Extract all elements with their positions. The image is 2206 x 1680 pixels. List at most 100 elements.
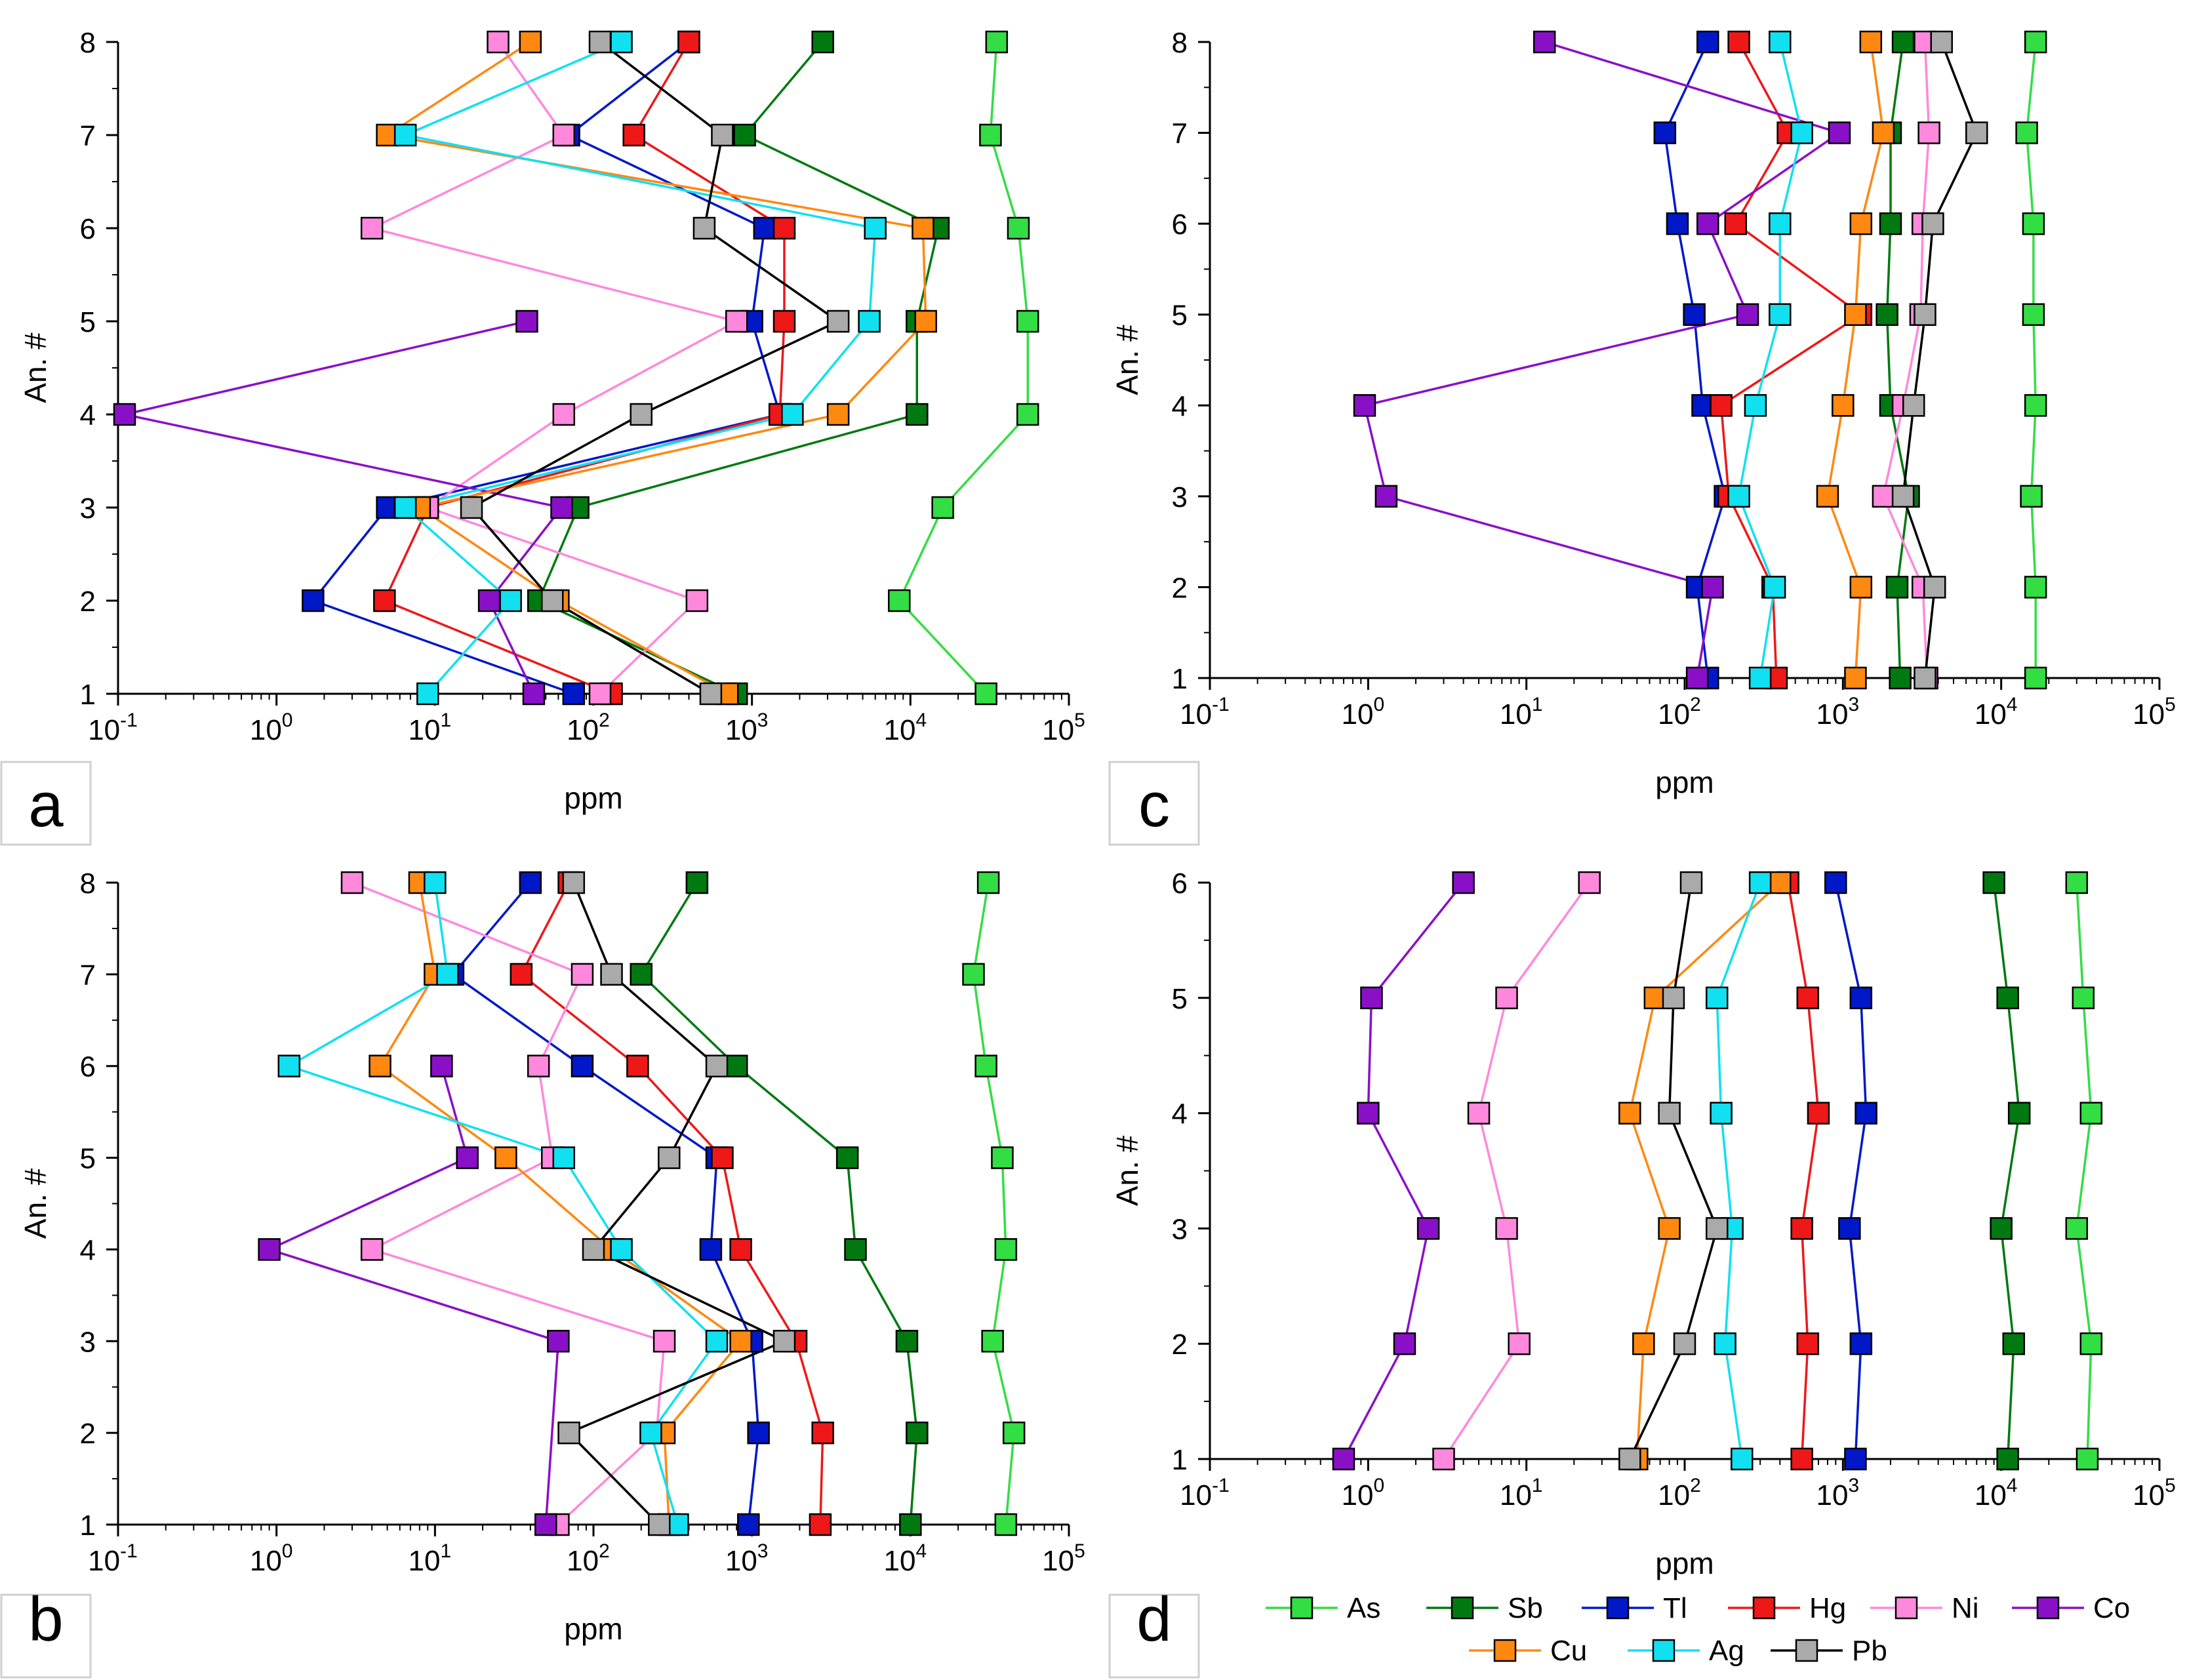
marker-co	[1360, 986, 1383, 1010]
marker-as	[2072, 986, 2095, 1010]
marker-as	[981, 1330, 1004, 1353]
y-axis-label: An. #	[1110, 1135, 1144, 1206]
series-line-cu	[378, 882, 742, 1525]
marker-tl	[1653, 121, 1677, 144]
legend-item-sb: Sb	[1426, 1592, 1543, 1624]
marker-hg	[1796, 1332, 1820, 1355]
series-line-ni	[1882, 41, 1931, 679]
marker-pb	[692, 216, 716, 240]
marker-pb	[562, 871, 586, 894]
marker-ag	[666, 1513, 689, 1536]
legend-label: Sb	[1508, 1592, 1543, 1624]
marker-sb	[1982, 871, 2005, 894]
x-tick-base: 10	[725, 1545, 757, 1577]
legend-item-cu: Cu	[1469, 1635, 1587, 1667]
y-tick-label: 8	[80, 27, 96, 59]
marker-as	[974, 1054, 997, 1077]
x-tick-label: 10-1	[1180, 694, 1230, 730]
x-tick-base: 10	[884, 1545, 916, 1577]
marker-as	[994, 1513, 1018, 1536]
marker-co	[1332, 1447, 1355, 1471]
x-tick-base: 10	[1816, 698, 1849, 730]
marker-ni	[360, 216, 384, 240]
marker-ag	[858, 310, 881, 333]
panel-label: c	[1138, 770, 1170, 840]
marker-hg	[809, 1513, 832, 1536]
x-tick-base: 10	[1975, 698, 2007, 730]
y-tick-label: 1	[1172, 1444, 1188, 1476]
x-tick-label: 102	[567, 1540, 610, 1577]
marker-co	[1374, 485, 1398, 508]
marker-pb	[1891, 485, 1915, 508]
x-tick-exponent: 5	[2165, 1475, 2176, 1496]
marker-co	[1736, 303, 1759, 326]
marker-sb	[1879, 212, 1902, 235]
series-line-as	[2076, 882, 2093, 1460]
marker-ni	[552, 403, 576, 426]
marker-pb	[1965, 121, 1988, 144]
x-tick-base: 10	[88, 1545, 120, 1577]
y-tick-label: 1	[80, 679, 96, 711]
marker-ni	[1508, 1332, 1531, 1355]
y-tick-label: 5	[80, 1143, 96, 1175]
marker-pb	[1662, 986, 1685, 1010]
marker-ag	[393, 496, 417, 519]
marker-ni	[527, 1054, 550, 1077]
marker-cu	[729, 1330, 752, 1353]
x-tick-exponent: 3	[757, 1540, 769, 1562]
marker-ni	[360, 1238, 384, 1261]
marker-co	[1828, 121, 1851, 144]
marker-co	[1696, 212, 1719, 235]
marker-pb	[1930, 30, 1953, 54]
marker-as	[2065, 1217, 2089, 1240]
marker-co	[550, 496, 573, 519]
y-tick-label: 2	[80, 586, 96, 618]
x-tick-exponent: 1	[1532, 694, 1543, 715]
marker-sb	[811, 30, 834, 54]
x-tick-base: 10	[250, 1545, 282, 1577]
legend-item-ni: Ni	[1870, 1592, 1979, 1624]
x-tick-label: 105	[2133, 694, 2176, 730]
x-tick-base: 10	[1042, 1545, 1074, 1577]
x-tick-label: 105	[1042, 1540, 1085, 1577]
marker-cu	[912, 216, 934, 240]
series-line-ni	[351, 881, 666, 1526]
marker-pb	[557, 1421, 580, 1445]
legend-label: Tl	[1663, 1592, 1687, 1624]
marker-hg	[1807, 1102, 1830, 1125]
x-tick-exponent: 2	[1690, 1475, 1701, 1496]
marker-ag	[1769, 30, 1792, 54]
marker-cu	[1849, 576, 1873, 599]
marker-co	[477, 589, 501, 612]
marker-cu	[1816, 485, 1839, 508]
marker-as	[2022, 212, 2045, 235]
marker-sb	[1996, 1447, 2019, 1471]
x-tick-exponent: 0	[1373, 1475, 1384, 1496]
marker-hg	[510, 963, 533, 986]
marker-cu	[1859, 30, 1883, 54]
marker-sb	[2007, 1102, 2031, 1125]
y-tick-label: 8	[1172, 27, 1188, 59]
series-line-sb	[639, 882, 919, 1525]
x-tick-exponent: -1	[120, 1540, 138, 1562]
x-tick-exponent: 3	[1848, 1475, 1859, 1496]
marker-as	[2022, 303, 2045, 326]
marker-tl	[1691, 394, 1714, 417]
y-tick-label: 3	[1172, 1213, 1188, 1245]
y-tick-label: 4	[80, 1234, 96, 1266]
marker-co	[1416, 1217, 1440, 1240]
series-line-hg	[520, 882, 824, 1525]
marker-sb	[725, 1054, 748, 1077]
marker-tl	[1849, 986, 1873, 1010]
y-tick-label: 6	[1172, 868, 1188, 900]
x-tick-exponent: 5	[1074, 710, 1085, 731]
marker-sb	[906, 1421, 929, 1445]
marker-hg	[622, 123, 645, 147]
y-tick-label: 6	[1172, 209, 1188, 241]
marker-as	[976, 871, 1000, 894]
x-tick-label: 105	[1042, 710, 1085, 746]
marker-sb	[1891, 30, 1915, 54]
panel-label-box	[0, 1593, 92, 1679]
